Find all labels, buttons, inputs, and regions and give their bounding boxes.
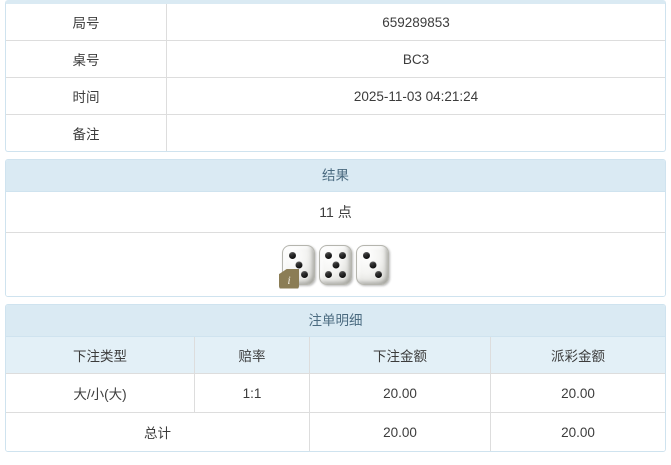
table-row: 桌号 BC3 (6, 40, 665, 78)
die-pip (301, 270, 308, 278)
die-pip (375, 270, 382, 278)
cell-odds: 1:1 (194, 373, 310, 413)
table-row: 时间 2025-11-03 04:21:24 (6, 77, 665, 115)
cell-total-payout: 20.00 (490, 412, 665, 451)
die-pip (339, 270, 346, 278)
die-pip (339, 251, 346, 259)
cell-payout: 20.00 (490, 373, 665, 413)
column-header-bet-type: 下注类型 (6, 337, 195, 374)
die-pip (325, 251, 332, 259)
round-info-table: 局号 659289853 桌号 BC3 时间 2025-11-03 04:21:… (6, 4, 665, 151)
die-3-face (360, 249, 385, 281)
dice-group: i (279, 244, 389, 289)
table-total-row: 总计 20.00 20.00 (6, 412, 665, 451)
table-header-row: 下注类型 赔率 下注金额 派彩金额 (6, 337, 665, 374)
die-pip (295, 261, 302, 268)
info-label-time: 时间 (6, 77, 167, 115)
die-1-face (286, 249, 311, 281)
die-pip (325, 270, 332, 278)
round-info-panel: 局号 659289853 桌号 BC3 时间 2025-11-03 04:21:… (5, 0, 666, 152)
bet-details-table: 下注类型 赔率 下注金额 派彩金额 大/小(大) 1:1 20.00 20.00… (6, 337, 665, 451)
column-header-payout: 派彩金额 (490, 337, 665, 374)
cell-total-bet-amount: 20.00 (309, 412, 491, 451)
bet-details-section-header: 注单明细 (6, 305, 665, 337)
die-2-face (323, 249, 348, 281)
spacer (0, 152, 671, 159)
die-pip (289, 251, 296, 259)
info-value-round: 659289853 (166, 4, 665, 41)
die-1: i (279, 244, 315, 289)
dice-row: i (6, 233, 665, 296)
cell-bet-amount: 20.00 (309, 373, 491, 413)
column-header-odds: 赔率 (194, 337, 310, 374)
die-2 (319, 244, 352, 285)
info-label-table: 桌号 (6, 40, 167, 78)
info-value-time: 2025-11-03 04:21:24 (166, 77, 665, 115)
info-label-remark: 备注 (6, 114, 167, 151)
die-pip (369, 261, 376, 268)
table-row: 大/小(大) 1:1 20.00 20.00 (6, 373, 665, 413)
cell-total-label: 总计 (6, 412, 310, 451)
result-panel: 结果 11 点 i (5, 159, 666, 297)
result-points-text: 11 点 (6, 192, 665, 233)
die-pip (332, 261, 339, 268)
table-row: 局号 659289853 (6, 4, 665, 41)
info-icon[interactable]: i (279, 268, 299, 289)
info-value-remark (166, 114, 665, 151)
bet-details-panel: 注单明细 下注类型 赔率 下注金额 派彩金额 大/小(大) 1:1 20.00 … (5, 304, 666, 452)
spacer (0, 297, 671, 304)
die-3 (356, 244, 389, 285)
table-row: 备注 (6, 114, 665, 151)
info-label-round: 局号 (6, 4, 167, 41)
info-value-table: BC3 (166, 40, 665, 78)
cell-bet-type: 大/小(大) (6, 373, 195, 413)
result-section-header: 结果 (6, 160, 665, 192)
die-pip (363, 251, 370, 259)
column-header-bet-amount: 下注金额 (309, 337, 491, 374)
